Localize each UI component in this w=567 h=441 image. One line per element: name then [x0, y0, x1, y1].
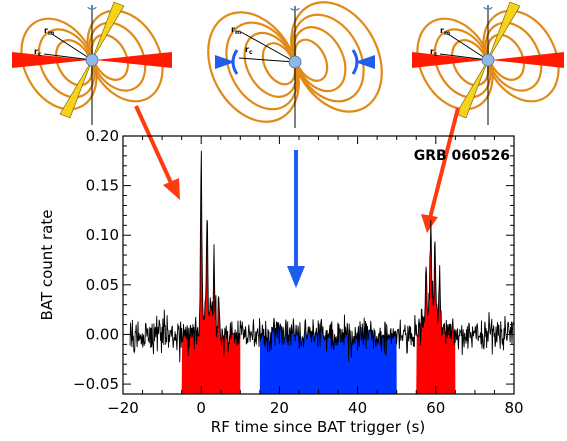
rm-line-left	[51, 33, 93, 61]
jet-up-left	[91, 1, 125, 61]
x-tick-label: −20	[107, 399, 139, 417]
jet-down-left	[59, 59, 93, 119]
light-curve-line	[129, 150, 514, 363]
x-axis-title: RF time since BAT trigger (s)	[211, 418, 425, 436]
x-tick-label: 40	[348, 399, 367, 417]
y-tick-label: 0.00	[86, 325, 119, 343]
magnetar-diagram-right: rm rc	[412, 1, 564, 125]
x-tick-label: 60	[426, 399, 445, 417]
neutron-star-center	[288, 55, 302, 69]
rc-line-left	[43, 53, 93, 61]
beam-right-left	[95, 52, 172, 68]
rc-label-center: rc	[245, 45, 253, 56]
beam-left-center	[215, 55, 235, 69]
y-axis-title: BAT count rate	[38, 210, 56, 321]
arrow-left-red	[134, 105, 180, 200]
shaded-region-flare-2	[416, 219, 456, 394]
arrow-center-blue	[287, 150, 305, 288]
plot-area: −20 0 20 40 60 80 −0.05 0.00 0.05 0.10 0.15 0.20	[73, 127, 524, 417]
rm-line-right	[447, 33, 489, 61]
shock-left-center	[231, 49, 239, 75]
y-tick-label: 0.05	[86, 276, 119, 294]
jet-up-right	[487, 1, 521, 61]
pointer-arrows	[134, 105, 460, 288]
shock-right-center	[351, 49, 359, 75]
rotation-icon-center	[290, 7, 300, 11]
rm-line-center	[240, 31, 296, 63]
neutron-star-right	[481, 53, 495, 67]
rm-label-right: rm	[440, 26, 450, 37]
rc-line-right	[439, 53, 489, 61]
x-tick-label: 0	[196, 399, 206, 417]
x-tick-label: 20	[270, 399, 289, 417]
beam-right-right	[491, 52, 564, 68]
y-ticks: −0.05 0.00 0.05 0.10 0.15 0.20	[73, 127, 514, 393]
rotation-icon-right	[483, 6, 493, 10]
beam-left-right	[412, 52, 485, 68]
rotation-icon-left	[87, 6, 97, 10]
rm-label-left: rm	[44, 26, 54, 37]
magnetar-diagram-center: rm rc	[207, 1, 383, 128]
beam-right-center	[355, 55, 375, 69]
rc-label-right: rc	[430, 47, 438, 58]
y-tick-label: 0.10	[86, 226, 119, 244]
y-tick-label: −0.05	[73, 375, 119, 393]
chart-annotation-grb: GRB 060526	[414, 148, 510, 164]
x-tick-label: 80	[504, 399, 523, 417]
rm-label-center: rm	[231, 25, 241, 36]
x-ticks: −20 0 20 40 60 80	[107, 136, 524, 417]
rc-label-left: rc	[34, 47, 42, 58]
field-loops-center	[207, 1, 383, 123]
shaded-region-flare-0	[181, 150, 241, 394]
neutron-star-left	[85, 53, 99, 67]
arrow-right-red	[421, 107, 460, 233]
beam-left-left	[12, 52, 89, 68]
jet-down-right	[455, 59, 489, 119]
y-tick-label: 0.15	[86, 177, 119, 195]
rc-line-center	[238, 57, 296, 63]
y-tick-label: 0.20	[86, 127, 119, 145]
shaded-regions	[181, 150, 456, 394]
light-curve	[129, 150, 514, 363]
magnetar-diagram-left: rm rc	[12, 1, 172, 125]
